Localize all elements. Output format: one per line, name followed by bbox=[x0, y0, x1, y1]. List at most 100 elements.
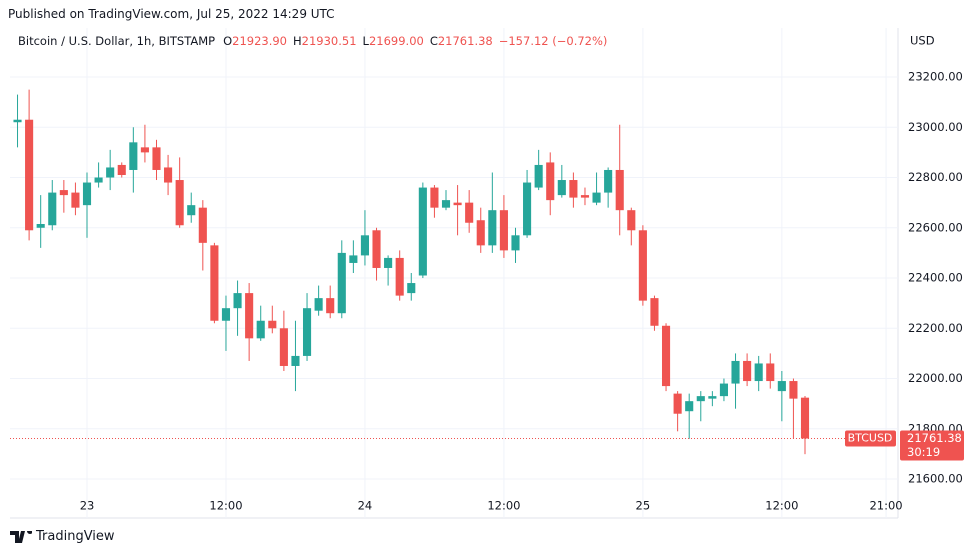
candle-body bbox=[25, 119, 34, 231]
candle-body bbox=[777, 381, 786, 392]
x-tick-label: 12:00 bbox=[765, 499, 798, 513]
symbol-tag-bg bbox=[845, 430, 896, 447]
candle-body bbox=[117, 164, 126, 175]
candle-body bbox=[337, 252, 346, 314]
candle-body bbox=[592, 192, 601, 203]
candle-body bbox=[604, 169, 613, 193]
candle-body bbox=[71, 192, 80, 208]
candle-body bbox=[499, 210, 508, 251]
candle-body bbox=[164, 167, 173, 183]
y-unit-label: USD bbox=[910, 34, 935, 48]
candle-body bbox=[360, 235, 369, 256]
candle-body bbox=[326, 298, 335, 314]
price-tag-bg bbox=[900, 430, 964, 461]
candle-body bbox=[175, 180, 184, 226]
footer-brand: TradingView bbox=[36, 529, 115, 544]
candle-body bbox=[349, 255, 358, 263]
published-note: Published on TradingView.com, Jul 25, 20… bbox=[8, 7, 335, 21]
candle-body bbox=[719, 383, 728, 397]
candle-body bbox=[534, 164, 543, 188]
legend: Bitcoin / U.S. Dollar, 1h, BITSTAMP O2192… bbox=[18, 34, 613, 48]
candle-body bbox=[268, 320, 277, 329]
candle-body bbox=[638, 230, 647, 301]
candle-body bbox=[152, 147, 161, 170]
candle-body bbox=[789, 381, 798, 399]
candle-body bbox=[580, 195, 590, 198]
grid bbox=[10, 28, 898, 518]
x-tick-label: 21:00 bbox=[869, 499, 902, 513]
candle-body bbox=[696, 396, 705, 402]
candle-body bbox=[140, 147, 149, 153]
candle-body bbox=[279, 328, 288, 366]
candle-body bbox=[372, 230, 381, 268]
candle-body bbox=[557, 180, 566, 196]
candle-body bbox=[187, 205, 196, 216]
candle-body bbox=[210, 245, 219, 321]
candle-body bbox=[245, 293, 254, 339]
y-tick-label: 22200.00 bbox=[908, 321, 963, 335]
l-value: 21699.00 bbox=[368, 34, 424, 48]
symbol: Bitcoin / U.S. Dollar, 1h, BITSTAMP bbox=[18, 34, 216, 48]
candle-body bbox=[661, 325, 671, 387]
y-tick-label: 22800.00 bbox=[908, 170, 963, 184]
candle-body bbox=[221, 308, 231, 321]
candle-body bbox=[488, 210, 497, 246]
candle-body bbox=[754, 363, 763, 382]
candle-body bbox=[708, 396, 717, 399]
candle-body bbox=[546, 162, 555, 201]
y-tick-label: 22000.00 bbox=[908, 371, 963, 385]
candle-body bbox=[731, 360, 740, 384]
o-label: O bbox=[223, 34, 233, 48]
candle-body bbox=[627, 210, 636, 231]
l-label: L bbox=[362, 34, 369, 48]
candle-body bbox=[59, 190, 68, 196]
candle-body bbox=[418, 187, 427, 276]
y-tick-label: 22400.00 bbox=[908, 271, 963, 285]
candle-body bbox=[430, 187, 439, 208]
candle-body bbox=[302, 308, 312, 356]
candle-body bbox=[650, 298, 659, 326]
candle-body bbox=[395, 257, 404, 296]
candle-body bbox=[465, 202, 474, 223]
candle-body bbox=[453, 202, 462, 206]
c-value: 21761.38 bbox=[437, 34, 493, 48]
x-tick-label: 24 bbox=[358, 499, 373, 513]
candle-body bbox=[384, 257, 393, 268]
footer: TradingView bbox=[10, 529, 115, 544]
candle-body bbox=[523, 182, 532, 236]
h-label: H bbox=[293, 34, 302, 48]
x-tick-label: 23 bbox=[80, 499, 95, 513]
candle-body bbox=[106, 167, 115, 178]
y-tick-label: 21600.00 bbox=[908, 472, 963, 486]
candle-body bbox=[476, 220, 485, 246]
candle-body bbox=[82, 182, 92, 206]
candle-body bbox=[48, 192, 57, 226]
candle-body bbox=[198, 207, 207, 243]
x-tick-label: 12:00 bbox=[209, 499, 242, 513]
price-tag: 21761.38 bbox=[907, 431, 962, 445]
logo bbox=[10, 530, 32, 543]
candle-body bbox=[673, 393, 682, 414]
candle-body bbox=[615, 169, 624, 211]
countdown: 30:19 bbox=[907, 445, 940, 459]
candle-body bbox=[685, 401, 694, 412]
candle-body bbox=[800, 397, 810, 439]
candle-body bbox=[13, 119, 22, 123]
y-tick-label: 22600.00 bbox=[908, 220, 963, 234]
candle-body bbox=[256, 320, 265, 339]
change: −157.12 (−0.72%) bbox=[498, 34, 608, 48]
h-value: 21930.51 bbox=[301, 34, 357, 48]
candle-body bbox=[36, 224, 45, 228]
candle-body bbox=[129, 142, 138, 170]
candle-body bbox=[314, 298, 323, 311]
candle-body bbox=[511, 235, 520, 251]
y-tick-label: 23000.00 bbox=[908, 120, 963, 134]
candle-body bbox=[766, 363, 775, 382]
candle-body bbox=[743, 360, 752, 382]
x-tick-label: 12:00 bbox=[487, 499, 520, 513]
c-label: C bbox=[429, 34, 438, 48]
y-tick-label: 23200.00 bbox=[908, 70, 963, 84]
candle-body bbox=[407, 283, 416, 294]
